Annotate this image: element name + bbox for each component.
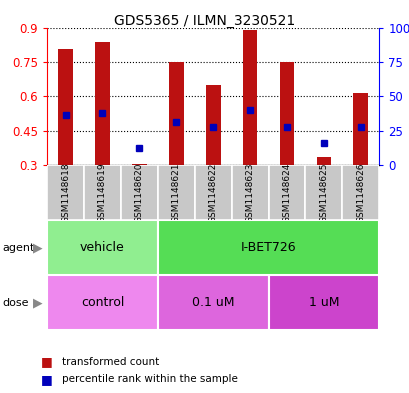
Bar [316, 157, 330, 165]
Text: GSM1148623: GSM1148623 [245, 162, 254, 223]
Text: 1 uM: 1 uM [308, 296, 338, 309]
Text: ■: ■ [41, 373, 53, 386]
Text: ▶: ▶ [34, 296, 43, 309]
Bar [121, 165, 157, 220]
Text: percentile rank within the sample: percentile rank within the sample [61, 374, 237, 384]
Text: GSM1148622: GSM1148622 [208, 162, 217, 223]
Bar [353, 93, 367, 165]
Bar [305, 165, 342, 220]
Text: vehicle: vehicle [80, 241, 125, 254]
Text: GSM1148620: GSM1148620 [135, 162, 144, 223]
Bar [132, 164, 146, 165]
Bar [169, 62, 183, 165]
Bar [157, 165, 194, 220]
Text: I-BET726: I-BET726 [240, 241, 296, 254]
Bar [47, 165, 84, 220]
Text: ■: ■ [41, 355, 53, 368]
Text: 0.1 uM: 0.1 uM [191, 296, 234, 309]
Bar [58, 49, 73, 165]
Bar [157, 220, 378, 275]
Text: GDS5365 / ILMN_3230521: GDS5365 / ILMN_3230521 [114, 14, 295, 28]
Bar [194, 165, 231, 220]
Text: GSM1148624: GSM1148624 [282, 162, 291, 223]
Bar [231, 165, 268, 220]
Bar [268, 165, 305, 220]
Bar [279, 62, 294, 165]
Text: GSM1148621: GSM1148621 [171, 162, 180, 223]
Bar [47, 275, 157, 330]
Text: GSM1148625: GSM1148625 [319, 162, 328, 223]
Text: GSM1148618: GSM1148618 [61, 162, 70, 223]
Bar [47, 220, 157, 275]
Text: GSM1148619: GSM1148619 [98, 162, 107, 223]
Bar [205, 85, 220, 165]
Text: agent: agent [2, 242, 34, 253]
Text: ▶: ▶ [34, 241, 43, 254]
Bar [84, 165, 121, 220]
Bar [157, 275, 268, 330]
Text: control: control [81, 296, 124, 309]
Bar [242, 31, 257, 165]
Text: transformed count: transformed count [61, 356, 158, 367]
Bar [342, 165, 378, 220]
Bar [268, 275, 378, 330]
Bar [95, 42, 110, 165]
Text: GSM1148626: GSM1148626 [355, 162, 364, 223]
Text: dose: dose [2, 298, 29, 308]
